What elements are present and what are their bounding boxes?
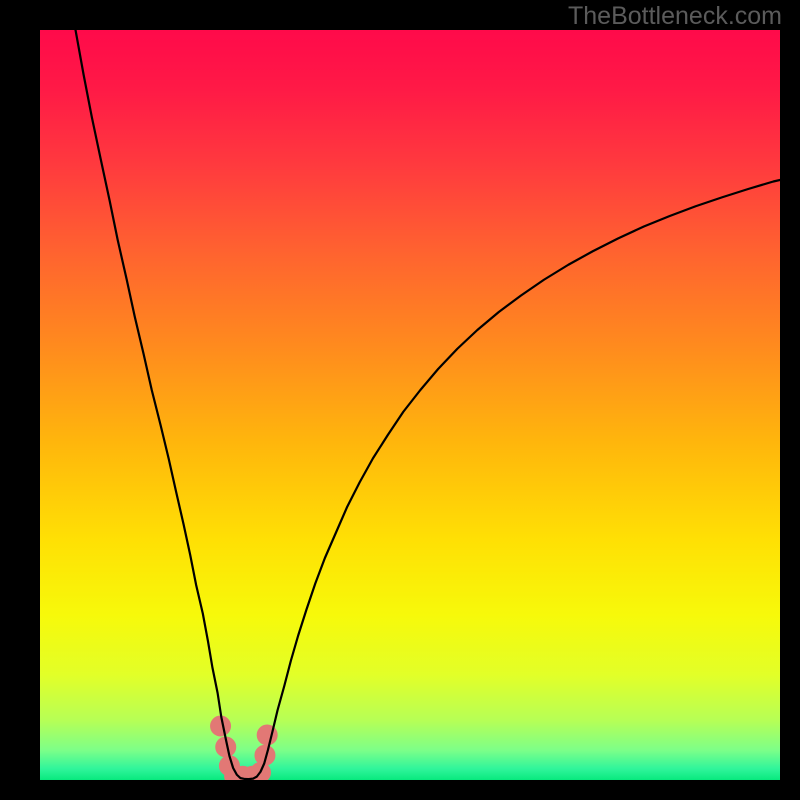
marker-group (211, 716, 278, 780)
curve-layer (40, 30, 780, 780)
watermark-text: TheBottleneck.com (568, 2, 782, 31)
bottleneck-curve (76, 30, 780, 779)
plot-area (40, 30, 780, 780)
data-marker (211, 716, 231, 736)
chart-container: TheBottleneck.com (0, 0, 800, 800)
